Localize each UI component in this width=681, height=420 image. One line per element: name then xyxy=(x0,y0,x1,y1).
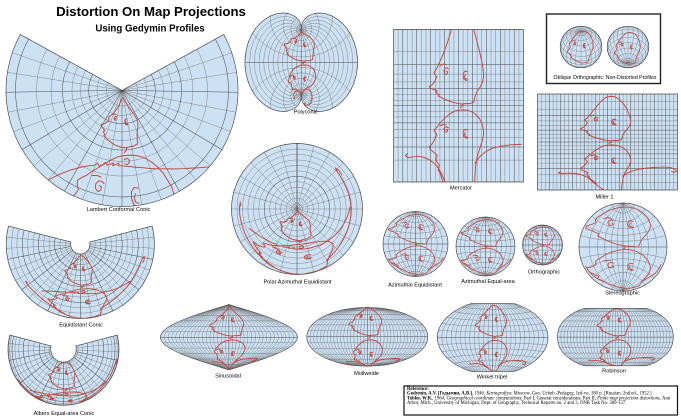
svg-text:Polyconic: Polyconic xyxy=(294,110,318,116)
svg-text:Tobler, W.R., 1964, Geographic: Tobler, W.R., 1964, Geographical coordin… xyxy=(407,396,671,401)
svg-text:Mercator: Mercator xyxy=(450,186,472,192)
svg-text:Using Gedymin Profiles: Using Gedymin Profiles xyxy=(95,24,204,35)
svg-text:Albers Equal-area Conic: Albers Equal-area Conic xyxy=(34,411,95,417)
svg-text:Oblique Orthographic: Non-Dist: Oblique Orthographic: Non-Distorted Prof… xyxy=(554,75,657,81)
svg-text:Godymin, A.V. [Гедымин, А.В.],: Godymin, A.V. [Гедымин, А.В.], 1946, Kar… xyxy=(407,392,652,397)
svg-text:Arbor, Mich., University of Mi: Arbor, Mich., University of Michigan, De… xyxy=(407,401,626,406)
svg-text:Sinusoidal: Sinusoidal xyxy=(215,374,241,380)
svg-text:Reference:: Reference: xyxy=(407,387,429,392)
svg-text:Polar Azimuthal Equidistant: Polar Azimuthal Equidistant xyxy=(263,280,332,286)
svg-text:Azimuthal Equidistant: Azimuthal Equidistant xyxy=(388,283,442,289)
svg-text:Equidistant Conic: Equidistant Conic xyxy=(59,322,103,328)
svg-text:Azimuthal Equal-area: Azimuthal Equal-area xyxy=(461,279,515,285)
svg-text:Mollweide: Mollweide xyxy=(354,371,379,377)
svg-text:Stereographic: Stereographic xyxy=(605,291,640,297)
svg-text:Miller 1: Miller 1 xyxy=(595,194,613,200)
svg-text:Distortion On Map Projections: Distortion On Map Projections xyxy=(56,4,246,19)
svg-text:Lambert Conformal Conic: Lambert Conformal Conic xyxy=(87,207,151,213)
svg-text:Orthographic: Orthographic xyxy=(528,269,561,275)
svg-text:Winkel tripel: Winkel tripel xyxy=(477,374,507,380)
svg-text:Robinson: Robinson xyxy=(602,368,626,374)
